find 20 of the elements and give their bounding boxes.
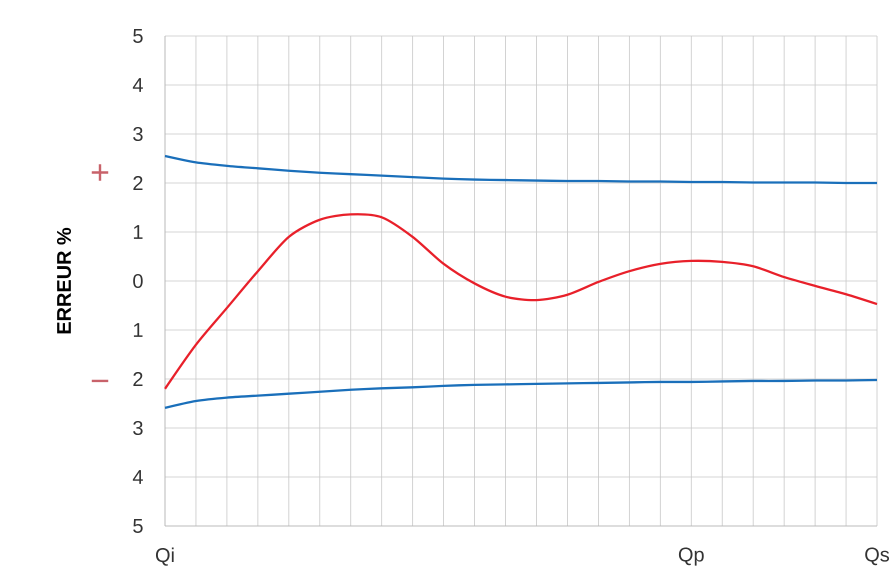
text: − <box>92 380 108 382</box>
y-tick-label: 0 <box>133 274 143 288</box>
y-tick-label: 5 <box>133 29 143 43</box>
x-tick-label: Qp <box>678 548 704 566</box>
y-tick-label: 4 <box>132 78 143 92</box>
y-tick-label: 4 <box>132 470 143 484</box>
y-tick-label: 5 <box>133 519 143 533</box>
x-tick-label: Qs <box>865 548 890 566</box>
line-series <box>164 154 878 184</box>
x-tick-label: Qi <box>156 548 174 566</box>
line-series <box>164 378 878 410</box>
y-tick-label: 2 <box>133 372 142 386</box>
line-series <box>164 213 878 390</box>
y-tick-label: 3 <box>133 420 143 436</box>
y-tick-label: 3 <box>133 126 143 142</box>
text: + <box>92 164 108 181</box>
y-tick-label: 1 <box>134 225 143 239</box>
y-axis-title: ERREUR % <box>56 228 72 334</box>
y-tick-label: 2 <box>133 176 142 190</box>
y-tick-label: 1 <box>134 323 143 337</box>
